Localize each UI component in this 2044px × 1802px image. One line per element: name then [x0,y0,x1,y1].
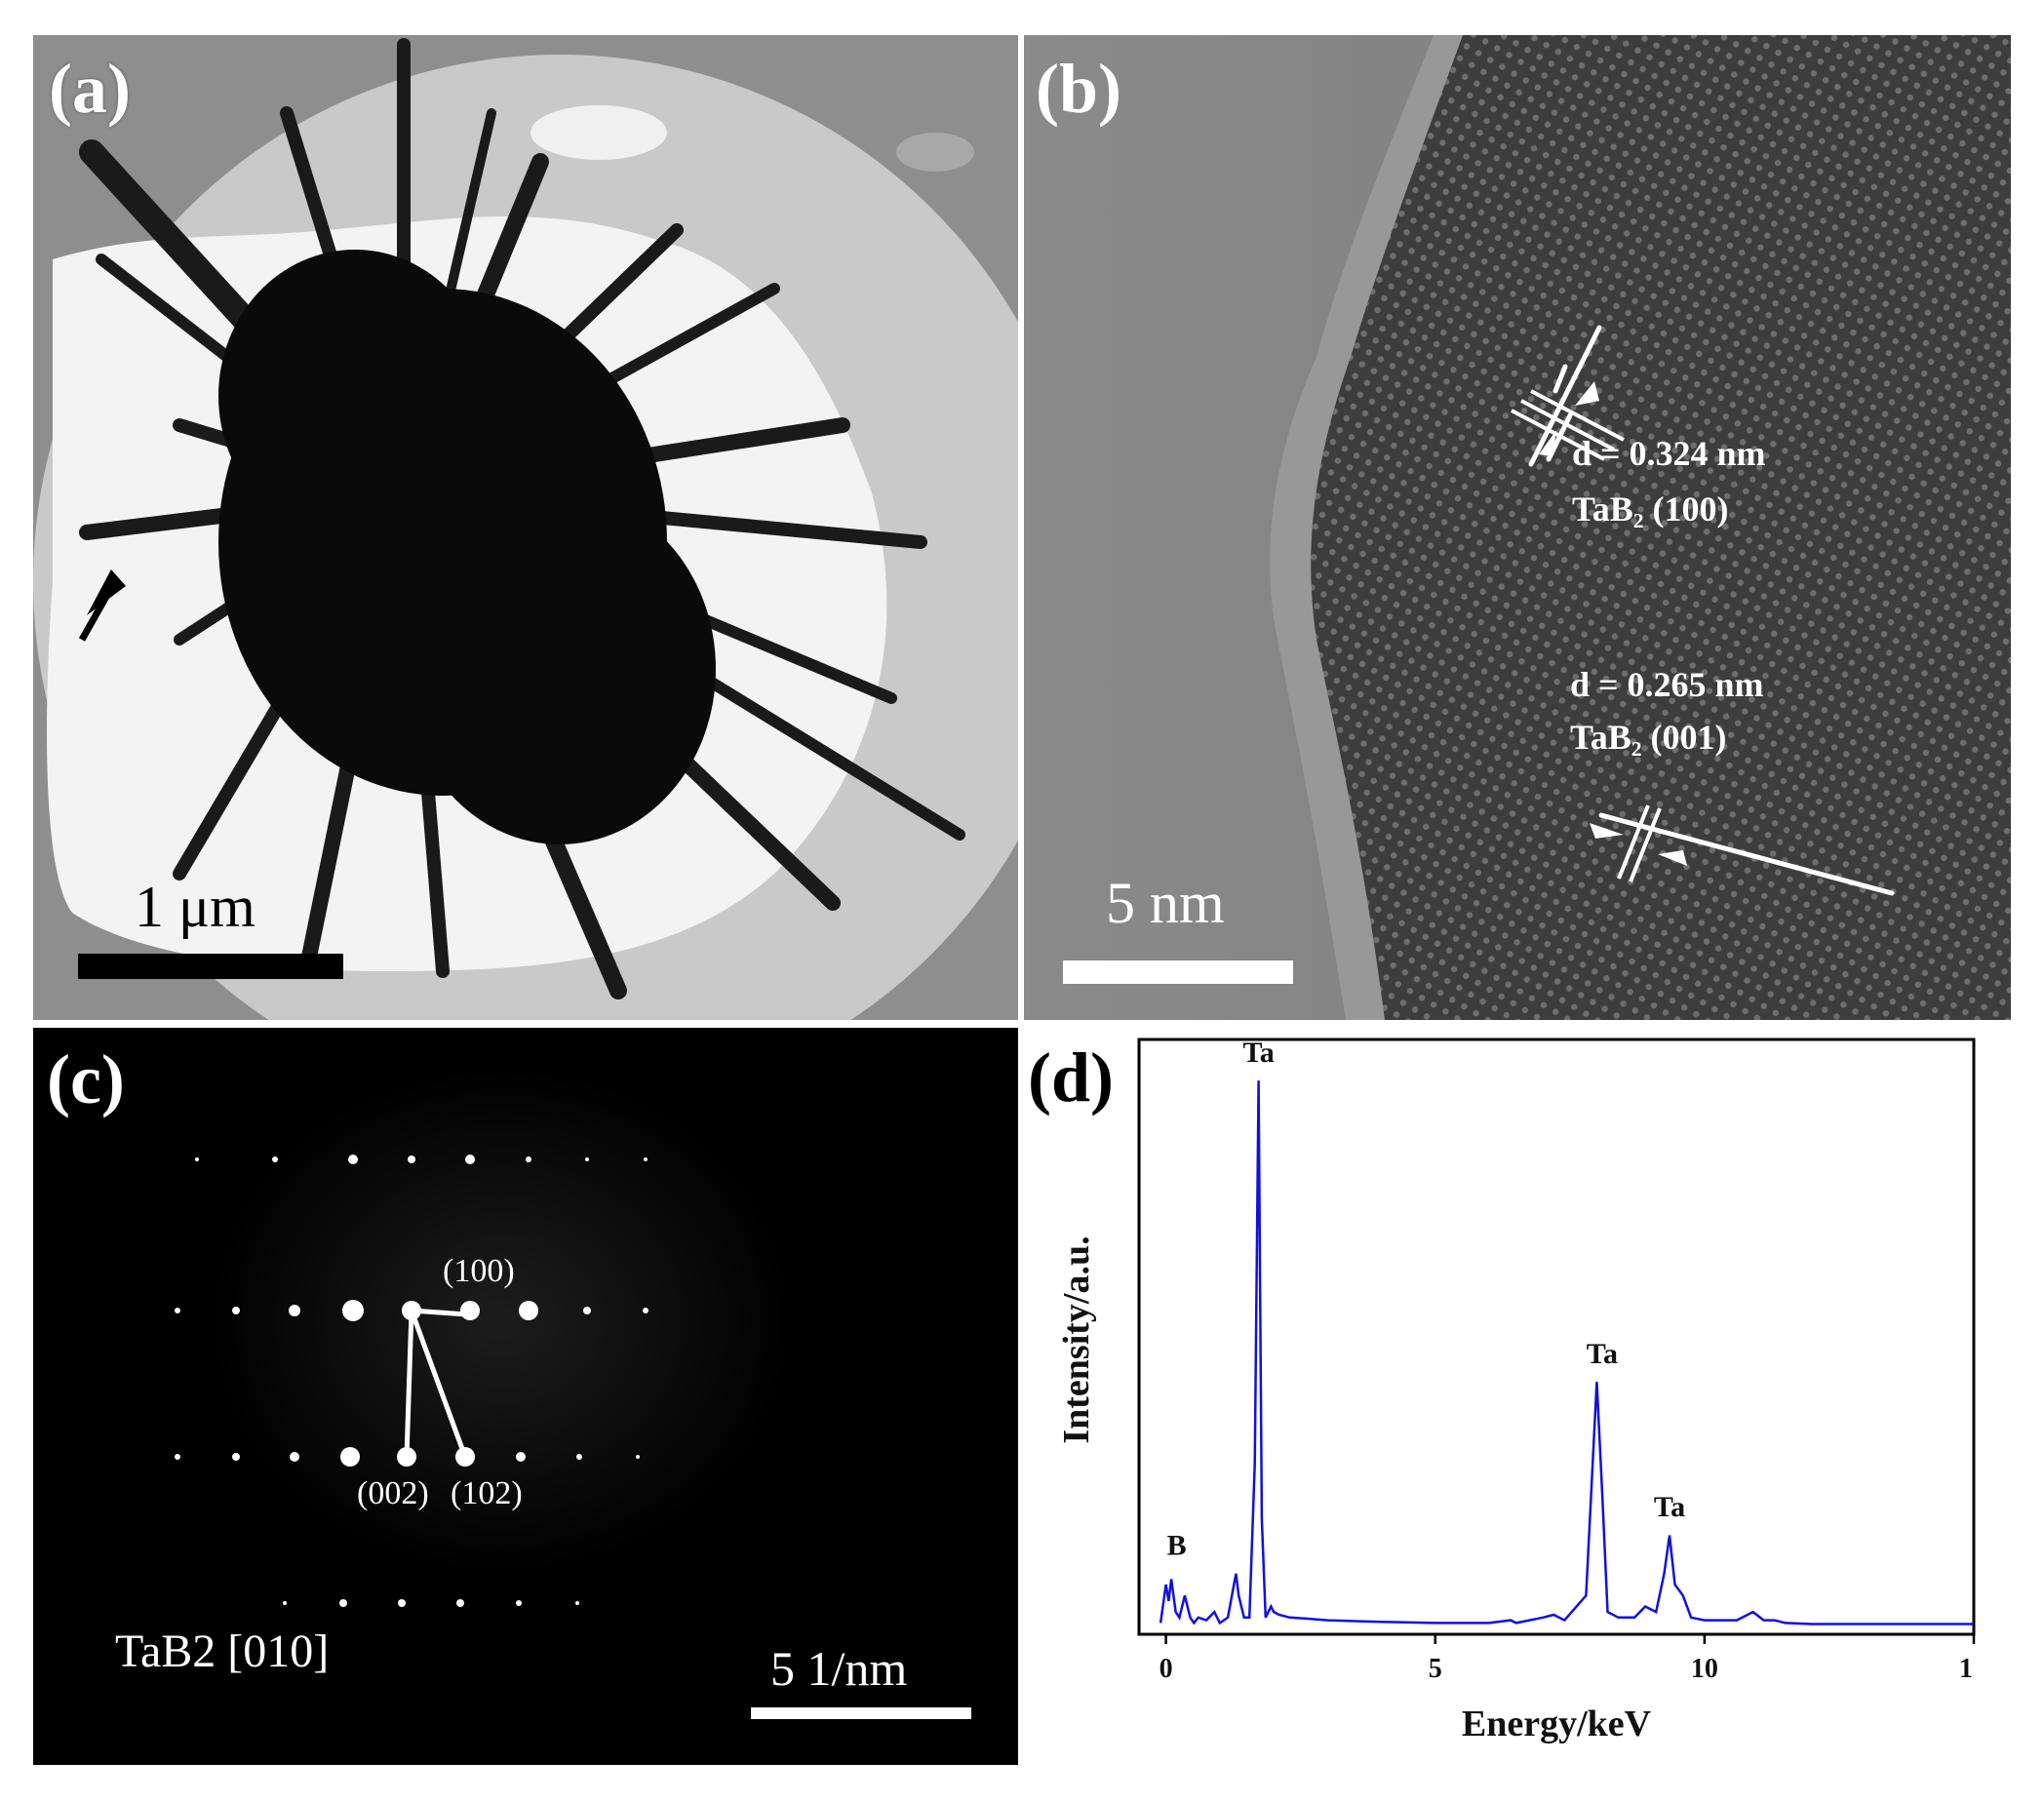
panel-label-c: (c) [47,1040,125,1118]
lattice-plane-2: TaB₂ (001) [1570,718,1727,757]
panel-label-b: (b) [1036,50,1121,128]
x-axis-label: Energy/keV [1462,1704,1652,1744]
peak-label: Ta [1242,1037,1274,1069]
panel-a-tem-image: (a) 1 μm [33,35,1018,1020]
tem-micrograph-a [33,35,1018,1020]
lattice-plane-1: TaB₂ (100) [1572,490,1729,529]
saed-pattern-c: (100) (002) (102) [33,1028,1018,1765]
spot-label-002: (002) [357,1475,429,1511]
y-axis-label: Intensity/a.u. [1056,1235,1097,1443]
panel-b-hrtem-image: d = 0.324 nm TaB₂ (100) d = 0.265 nm TaB… [1024,35,2011,1020]
zone-axis-label: TaB2 [010] [115,1626,330,1677]
spot-label-100: (100) [443,1253,515,1289]
panel-c-saed-pattern: (100) (002) (102) (c) TaB2 [010] 5 1/nm [33,1028,1018,1765]
x-tick-label: 10 [1691,1654,1718,1684]
peak-label: Ta [1654,1491,1685,1523]
x-tick-label: 1 [1959,1654,1973,1684]
hrtem-micrograph-b: d = 0.324 nm TaB₂ (100) d = 0.265 nm TaB… [1024,35,2011,1020]
peak-labels: B Ta Ta Ta [1167,1037,1685,1562]
eds-series-line [1159,1080,1974,1626]
eds-chart: Energy/keV Intensity/a.u. 0 5 10 1 B Ta Ta Ta [1056,1037,1976,1744]
lattice-spacing-2: d = 0.265 nm [1570,665,1764,704]
peak-label: B [1167,1530,1187,1562]
panel-label-d: (d) [1028,1038,1114,1116]
panel-label-a: (a) [49,50,131,128]
scale-bar-label-a: 1 μm [135,875,256,939]
peak-label: Ta [1587,1338,1618,1370]
x-ticks: 0 5 10 1 [1160,1634,1976,1684]
lattice-spacing-1: d = 0.324 nm [1572,434,1766,473]
x-tick-label: 5 [1429,1654,1442,1684]
x-tick-label: 0 [1160,1654,1173,1684]
spot-label-102: (102) [451,1475,523,1511]
scale-bar-label-c: 5 1/nm [770,1641,908,1696]
scale-bar-label-b: 5 nm [1106,871,1225,935]
panel-d-eds-spectrum: Energy/keV Intensity/a.u. 0 5 10 1 B Ta Ta Ta … [1024,1028,2038,1788]
plot-frame [1137,1038,1976,1636]
